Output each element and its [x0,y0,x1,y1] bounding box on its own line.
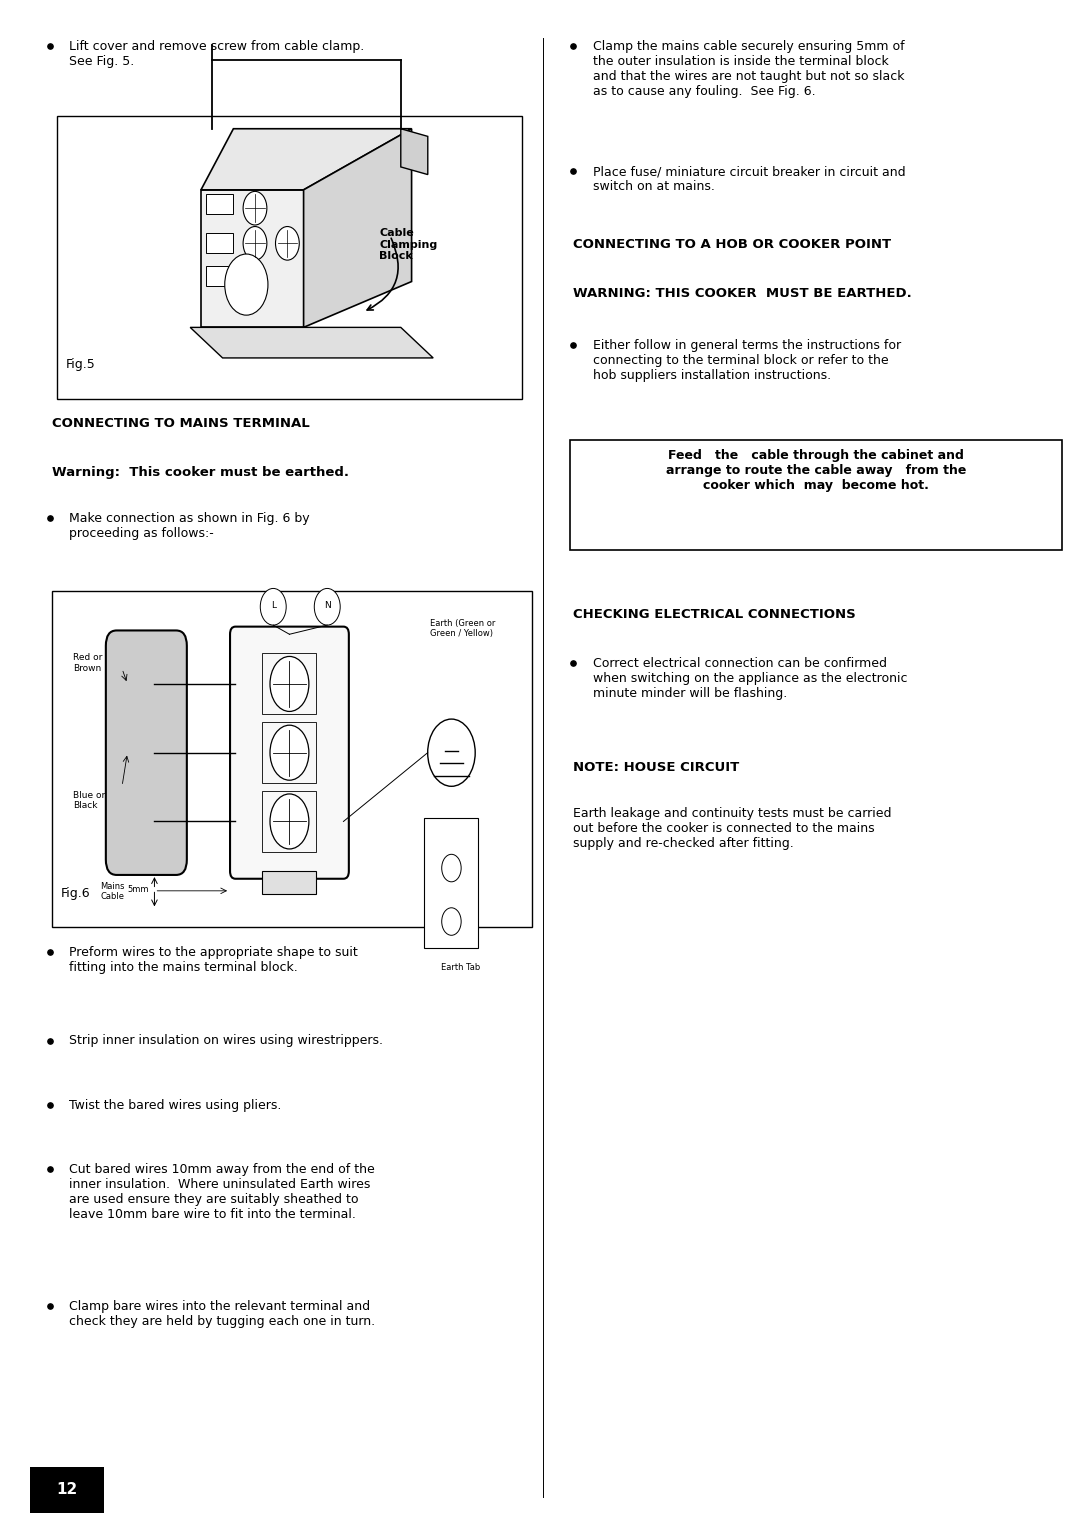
Text: Preform wires to the appropriate shape to suit
fitting into the mains terminal b: Preform wires to the appropriate shape t… [69,946,357,973]
Circle shape [270,795,309,850]
Text: WARNING: THIS COOKER  MUST BE EARTHED.: WARNING: THIS COOKER MUST BE EARTHED. [573,287,913,301]
Text: Clamp bare wires into the relevant terminal and
check they are held by tugging e: Clamp bare wires into the relevant termi… [69,1300,375,1328]
Polygon shape [401,128,428,174]
FancyBboxPatch shape [106,631,187,876]
Bar [52,591,532,927]
Circle shape [225,254,268,315]
Bar [424,817,478,947]
Text: Cable
Clamping
Block: Cable Clamping Block [379,228,437,261]
Text: Mains
Cable: Mains Cable [100,882,125,902]
Text: CONNECTING TO MAINS TERMINAL: CONNECTING TO MAINS TERMINAL [52,417,310,431]
Text: Earth (Green or
Green / Yellow): Earth (Green or Green / Yellow) [430,619,496,639]
FancyBboxPatch shape [230,626,349,879]
Text: N: N [324,601,330,610]
Circle shape [442,854,461,882]
Bar [206,266,233,286]
Text: 12: 12 [56,1482,78,1497]
Circle shape [442,908,461,935]
Text: Either follow in general terms the instructions for
connecting to the terminal b: Either follow in general terms the instr… [593,339,901,382]
Text: Earth leakage and continuity tests must be carried
out before the cooker is conn: Earth leakage and continuity tests must … [573,807,892,850]
Polygon shape [201,128,411,189]
Text: Earth Tab: Earth Tab [441,963,480,972]
Bar [206,232,233,252]
Bar [570,440,1062,550]
Circle shape [428,720,475,787]
Text: Twist the bared wires using pliers.: Twist the bared wires using pliers. [69,1099,282,1112]
Circle shape [243,226,267,260]
Circle shape [270,657,309,712]
Bar [262,871,316,894]
Text: Place fuse/ miniature circuit breaker in circuit and
switch on at mains.: Place fuse/ miniature circuit breaker in… [593,165,905,193]
Text: Feed   the   cable through the cabinet and
arrange to route the cable away   fro: Feed the cable through the cabinet and a… [665,449,967,492]
Bar [206,194,233,214]
Text: Cut bared wires 10mm away from the end of the
inner insulation.  Where uninsulat: Cut bared wires 10mm away from the end o… [69,1163,375,1221]
Text: CHECKING ELECTRICAL CONNECTIONS: CHECKING ELECTRICAL CONNECTIONS [573,608,856,622]
Text: Lift cover and remove screw from cable clamp.
See Fig. 5.: Lift cover and remove screw from cable c… [69,40,364,67]
Circle shape [270,726,309,781]
Text: Correct electrical connection can be confirmed
when switching on the appliance a: Correct electrical connection can be con… [593,657,907,700]
Polygon shape [190,327,433,358]
Bar [262,792,316,853]
Text: Warning:  This cooker must be earthed.: Warning: This cooker must be earthed. [52,466,349,480]
Bar [201,189,303,327]
Text: CONNECTING TO A HOB OR COOKER POINT: CONNECTING TO A HOB OR COOKER POINT [573,238,892,252]
Polygon shape [303,128,411,327]
Text: Blue or
Black: Blue or Black [73,792,106,810]
Text: Make connection as shown in Fig. 6 by
proceeding as follows:-: Make connection as shown in Fig. 6 by pr… [69,512,310,539]
Text: 5mm: 5mm [127,885,149,894]
Text: Clamp the mains cable securely ensuring 5mm of
the outer insulation is inside th: Clamp the mains cable securely ensuring … [593,40,905,98]
Bar [30,1467,104,1513]
Bar [262,654,316,715]
Circle shape [275,226,299,260]
Text: L: L [271,601,275,610]
Bar [57,116,522,399]
Circle shape [314,588,340,625]
Bar [262,723,316,784]
Text: NOTE: HOUSE CIRCUIT: NOTE: HOUSE CIRCUIT [573,761,740,775]
Text: Fig.5: Fig.5 [66,358,96,371]
Text: Fig.6: Fig.6 [60,886,90,900]
Circle shape [260,588,286,625]
Circle shape [243,191,267,225]
Text: Strip inner insulation on wires using wirestrippers.: Strip inner insulation on wires using wi… [69,1034,383,1048]
Text: Red or
Brown: Red or Brown [73,654,103,672]
